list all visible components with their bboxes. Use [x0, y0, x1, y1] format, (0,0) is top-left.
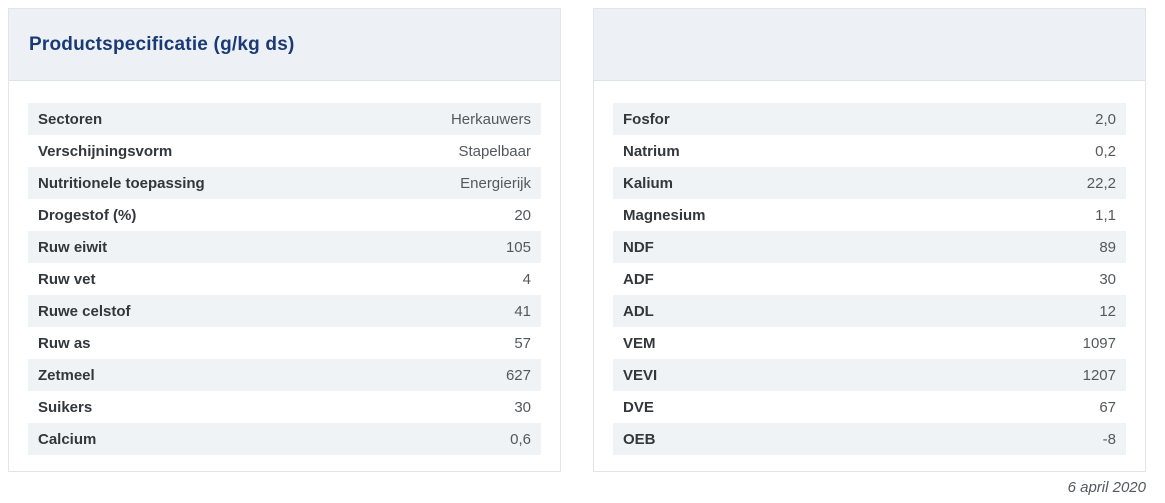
row-value: 89 [1099, 238, 1116, 256]
row-value: 0,2 [1095, 142, 1116, 160]
table-row: ADL 12 [613, 295, 1126, 327]
row-value: 1097 [1082, 334, 1116, 352]
table-row: Ruw eiwit 105 [28, 231, 541, 263]
row-value: 1,1 [1095, 206, 1116, 224]
row-label: Suikers [38, 398, 93, 416]
row-value: 105 [505, 238, 531, 256]
page-title: Productspecificatie (g/kg ds) [29, 33, 295, 55]
row-value: 12 [1099, 302, 1116, 320]
table-row: ADF 30 [613, 263, 1126, 295]
row-label: Natrium [623, 142, 680, 160]
table-row: Fosfor 2,0 [613, 103, 1126, 135]
table-row: Ruw vet 4 [28, 263, 541, 295]
row-label: Nutritionele toepassing [38, 174, 205, 192]
row-value: 30 [1099, 270, 1116, 288]
table-row: DVE 67 [613, 391, 1126, 423]
table-row: Nutritionele toepassing Energierijk [28, 167, 541, 199]
row-label: Magnesium [623, 206, 706, 224]
row-label: ADF [623, 270, 654, 288]
row-value: 1207 [1082, 366, 1116, 384]
row-label: Ruwe celstof [38, 302, 131, 320]
row-label: Ruw eiwit [38, 238, 108, 256]
row-value: -8 [1102, 430, 1116, 448]
table-row: Natrium 0,2 [613, 135, 1126, 167]
row-label: NDF [623, 238, 654, 256]
table-row: Calcium 0,6 [28, 423, 541, 455]
row-label: Calcium [38, 430, 97, 448]
table-row: Ruw as 57 [28, 327, 541, 359]
row-label: Zetmeel [38, 366, 95, 384]
table-row: Zetmeel 627 [28, 359, 541, 391]
spec-table-right: Fosfor 2,0 Natrium 0,2 Kalium 22,2 Magne… [594, 81, 1145, 455]
row-value: 30 [514, 398, 531, 416]
spec-table-left: Sectoren Herkauwers Verschijningsvorm St… [9, 81, 560, 455]
row-label: VEVI [623, 366, 658, 384]
row-label: DVE [623, 398, 654, 416]
table-row: OEB -8 [613, 423, 1126, 455]
row-label: Sectoren [38, 110, 103, 128]
row-value: 57 [514, 334, 531, 352]
row-label: Fosfor [623, 110, 670, 128]
row-label: Ruw vet [38, 270, 96, 288]
row-label: VEM [623, 334, 656, 352]
row-value: 22,2 [1086, 174, 1116, 192]
row-value: 627 [505, 366, 531, 384]
table-row: Kalium 22,2 [613, 167, 1126, 199]
table-row: Magnesium 1,1 [613, 199, 1126, 231]
spec-panel-right: Fosfor 2,0 Natrium 0,2 Kalium 22,2 Magne… [593, 8, 1146, 472]
row-value: Herkauwers [450, 110, 531, 128]
table-row: Sectoren Herkauwers [28, 103, 541, 135]
row-label: Verschijningsvorm [38, 142, 173, 160]
row-value: 4 [522, 270, 531, 288]
row-label: Drogestof (%) [38, 206, 137, 224]
row-value: 2,0 [1095, 110, 1116, 128]
table-row: NDF 89 [613, 231, 1126, 263]
table-row: Suikers 30 [28, 391, 541, 423]
table-row: VEVI 1207 [613, 359, 1126, 391]
table-row: VEM 1097 [613, 327, 1126, 359]
spec-panels: Productspecificatie (g/kg ds) Sectoren H… [8, 8, 1146, 472]
row-value: 0,6 [510, 430, 531, 448]
row-label: OEB [623, 430, 656, 448]
left-panel-header: Productspecificatie (g/kg ds) [9, 9, 560, 81]
right-panel-header [594, 9, 1145, 81]
row-value: Energierijk [460, 174, 531, 192]
table-row: Drogestof (%) 20 [28, 199, 541, 231]
row-label: Kalium [623, 174, 674, 192]
row-value: Stapelbaar [458, 142, 531, 160]
row-value: 67 [1099, 398, 1116, 416]
row-value: 41 [514, 302, 531, 320]
publication-date: 6 april 2020 [1067, 479, 1146, 496]
row-label: ADL [623, 302, 654, 320]
table-row: Ruwe celstof 41 [28, 295, 541, 327]
row-value: 20 [514, 206, 531, 224]
table-row: Verschijningsvorm Stapelbaar [28, 135, 541, 167]
spec-panel-left: Productspecificatie (g/kg ds) Sectoren H… [8, 8, 561, 472]
row-label: Ruw as [38, 334, 91, 352]
